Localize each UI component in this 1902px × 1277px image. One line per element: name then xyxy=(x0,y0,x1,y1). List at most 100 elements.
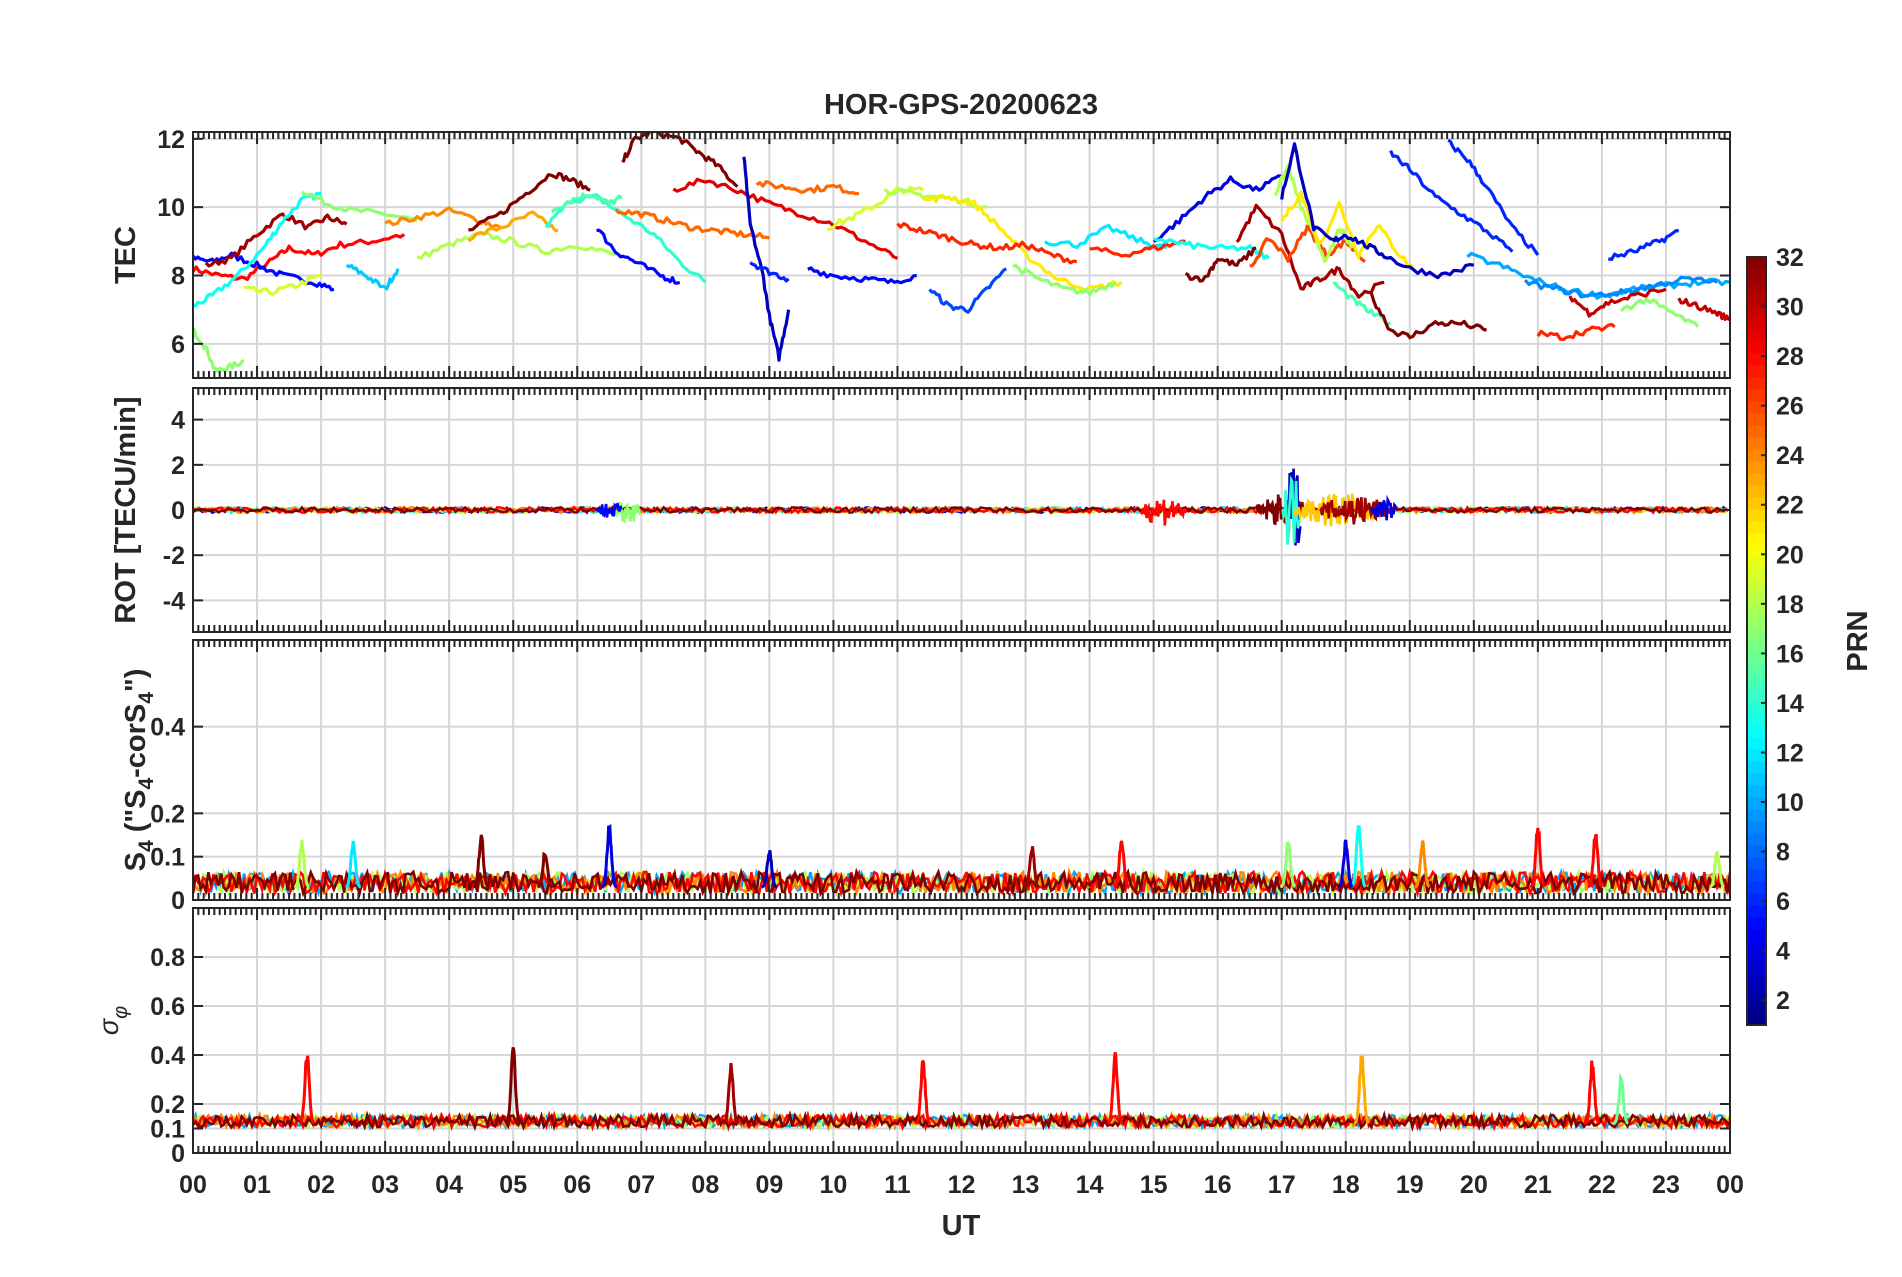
sigma-spike-prn-28 xyxy=(1584,1060,1601,1125)
colorbar-tick-label: 32 xyxy=(1776,244,1804,272)
tec-series-prn-3 xyxy=(1280,142,1475,280)
x-tick-label: 00 xyxy=(179,1171,207,1199)
y-axis-label-tec: TEC xyxy=(110,226,142,284)
colorbar-swatch xyxy=(1747,821,1766,834)
s4-spike-prn-24 xyxy=(1414,840,1431,889)
colorbar-swatch xyxy=(1747,305,1766,318)
x-tick-label: 16 xyxy=(1204,1171,1232,1199)
colorbar-swatch xyxy=(1747,605,1766,618)
colorbar-swatch xyxy=(1747,929,1766,942)
colorbar-swatch xyxy=(1747,509,1766,522)
rot-burst-prn-28 xyxy=(1139,499,1186,526)
tec-series-prn-6 xyxy=(1447,138,1540,256)
panel-tec: 6 8 10 12 TEC xyxy=(110,126,1731,379)
colorbar-tick-label: 28 xyxy=(1776,343,1804,371)
y-tick-label: 0.1 xyxy=(150,1116,185,1144)
sigma-spike-prn-28 xyxy=(1107,1052,1124,1125)
colorbar-swatch xyxy=(1747,737,1766,750)
tec-series-prn-15 xyxy=(550,192,623,213)
tec-series-prn-18 xyxy=(416,231,617,260)
x-tick-label: 03 xyxy=(371,1171,399,1199)
y-tick-label: 0.4 xyxy=(150,714,185,742)
tec-series-prn-25 xyxy=(614,208,770,240)
colorbar-swatch xyxy=(1747,557,1766,570)
colorbar-swatch xyxy=(1747,281,1766,294)
s4-spike-prn-4 xyxy=(1337,839,1354,889)
colorbar-tick-label: 16 xyxy=(1776,640,1804,668)
colorbar-tick-label: 10 xyxy=(1776,789,1804,817)
colorbar-tick-label: 2 xyxy=(1776,987,1790,1015)
colorbar-swatch xyxy=(1747,677,1766,690)
rot-band-prn-28 xyxy=(193,505,1727,515)
tec-series-prn-17 xyxy=(300,190,418,223)
rot-burst-prn-4 xyxy=(1370,494,1398,521)
x-tick-label: 22 xyxy=(1588,1171,1616,1199)
x-tick-label: 02 xyxy=(307,1171,335,1199)
panel-rot: -4 -2 0 2 4 ROT [TECU/min] xyxy=(110,387,1731,633)
tec-series-prn-29 xyxy=(672,177,899,260)
colorbar-tick-label: 30 xyxy=(1776,294,1804,322)
x-tick-label: 10 xyxy=(820,1171,848,1199)
colorbar-swatch xyxy=(1747,329,1766,342)
y-tick-label: 12 xyxy=(157,126,185,154)
tec-series-prn-32 xyxy=(468,171,591,232)
tec-series-prn-13 xyxy=(193,191,322,308)
y-tick-label: -4 xyxy=(163,587,185,615)
y-tick-label: 0 xyxy=(171,497,185,525)
colorbar-tick-label: 4 xyxy=(1776,938,1790,966)
series-group xyxy=(193,132,1730,373)
colorbar-swatch xyxy=(1747,293,1766,306)
s4-spike-prn-32 xyxy=(537,851,554,889)
x-axis-label: UT xyxy=(942,1210,981,1242)
colorbar-swatch xyxy=(1747,869,1766,882)
tec-series-prn-30 xyxy=(1568,287,1667,318)
colorbar-swatch xyxy=(1747,917,1766,930)
tec-series-prn-5 xyxy=(807,266,917,285)
x-tick-label: 15 xyxy=(1140,1171,1168,1199)
colorbar-swatch xyxy=(1747,713,1766,726)
tec-series-prn-32 xyxy=(1184,246,1257,283)
colorbar-swatch xyxy=(1747,413,1766,426)
colorbar-swatch xyxy=(1747,533,1766,546)
chart-title: HOR-GPS-20200623 xyxy=(824,89,1098,121)
tec-series-prn-23 xyxy=(467,210,559,243)
colorbar-swatch xyxy=(1747,353,1766,366)
colorbar-swatch xyxy=(1747,521,1766,534)
colorbar-swatch xyxy=(1747,377,1766,390)
colorbar-swatch xyxy=(1747,389,1766,402)
colorbar-swatch xyxy=(1747,809,1766,822)
y-tick-label: 6 xyxy=(171,331,185,359)
tec-series-prn-3 xyxy=(742,156,791,362)
colorbar-swatch xyxy=(1747,569,1766,582)
y-tick-label: -2 xyxy=(163,542,185,570)
y-tick-label: 0 xyxy=(171,887,185,915)
tec-series-prn-21 xyxy=(1280,190,1418,274)
x-tick-label: 04 xyxy=(435,1171,463,1199)
colorbar-swatch xyxy=(1747,449,1766,462)
colorbar-swatch xyxy=(1747,749,1766,762)
x-tick-label: 08 xyxy=(691,1171,719,1199)
colorbar-swatch xyxy=(1747,773,1766,786)
colorbar-swatch xyxy=(1747,833,1766,846)
colorbar-swatch xyxy=(1747,1013,1766,1026)
x-tick-label: 12 xyxy=(948,1171,976,1199)
sigma-band-prn-28 xyxy=(193,1110,1730,1133)
colorbar-swatch xyxy=(1747,629,1766,642)
colorbar-swatch xyxy=(1747,905,1766,918)
tec-series-prn-17 xyxy=(1619,297,1700,328)
x-tick-label: 21 xyxy=(1524,1171,1552,1199)
colorbar-swatch xyxy=(1747,953,1766,966)
x-tick-label: 20 xyxy=(1460,1171,1488,1199)
tec-series-prn-5 xyxy=(193,251,335,292)
colorbar-swatch xyxy=(1747,689,1766,702)
colorbar-swatch xyxy=(1747,725,1766,738)
colorbar-tick-label: 12 xyxy=(1776,739,1804,767)
x-tick-label: 17 xyxy=(1268,1171,1296,1199)
x-tick-label: 06 xyxy=(563,1171,591,1199)
colorbar-swatch xyxy=(1747,437,1766,450)
tec-series-prn-28 xyxy=(193,233,406,282)
x-tick-label: 14 xyxy=(1076,1171,1104,1199)
tec-series-prn-32 xyxy=(1369,292,1488,340)
